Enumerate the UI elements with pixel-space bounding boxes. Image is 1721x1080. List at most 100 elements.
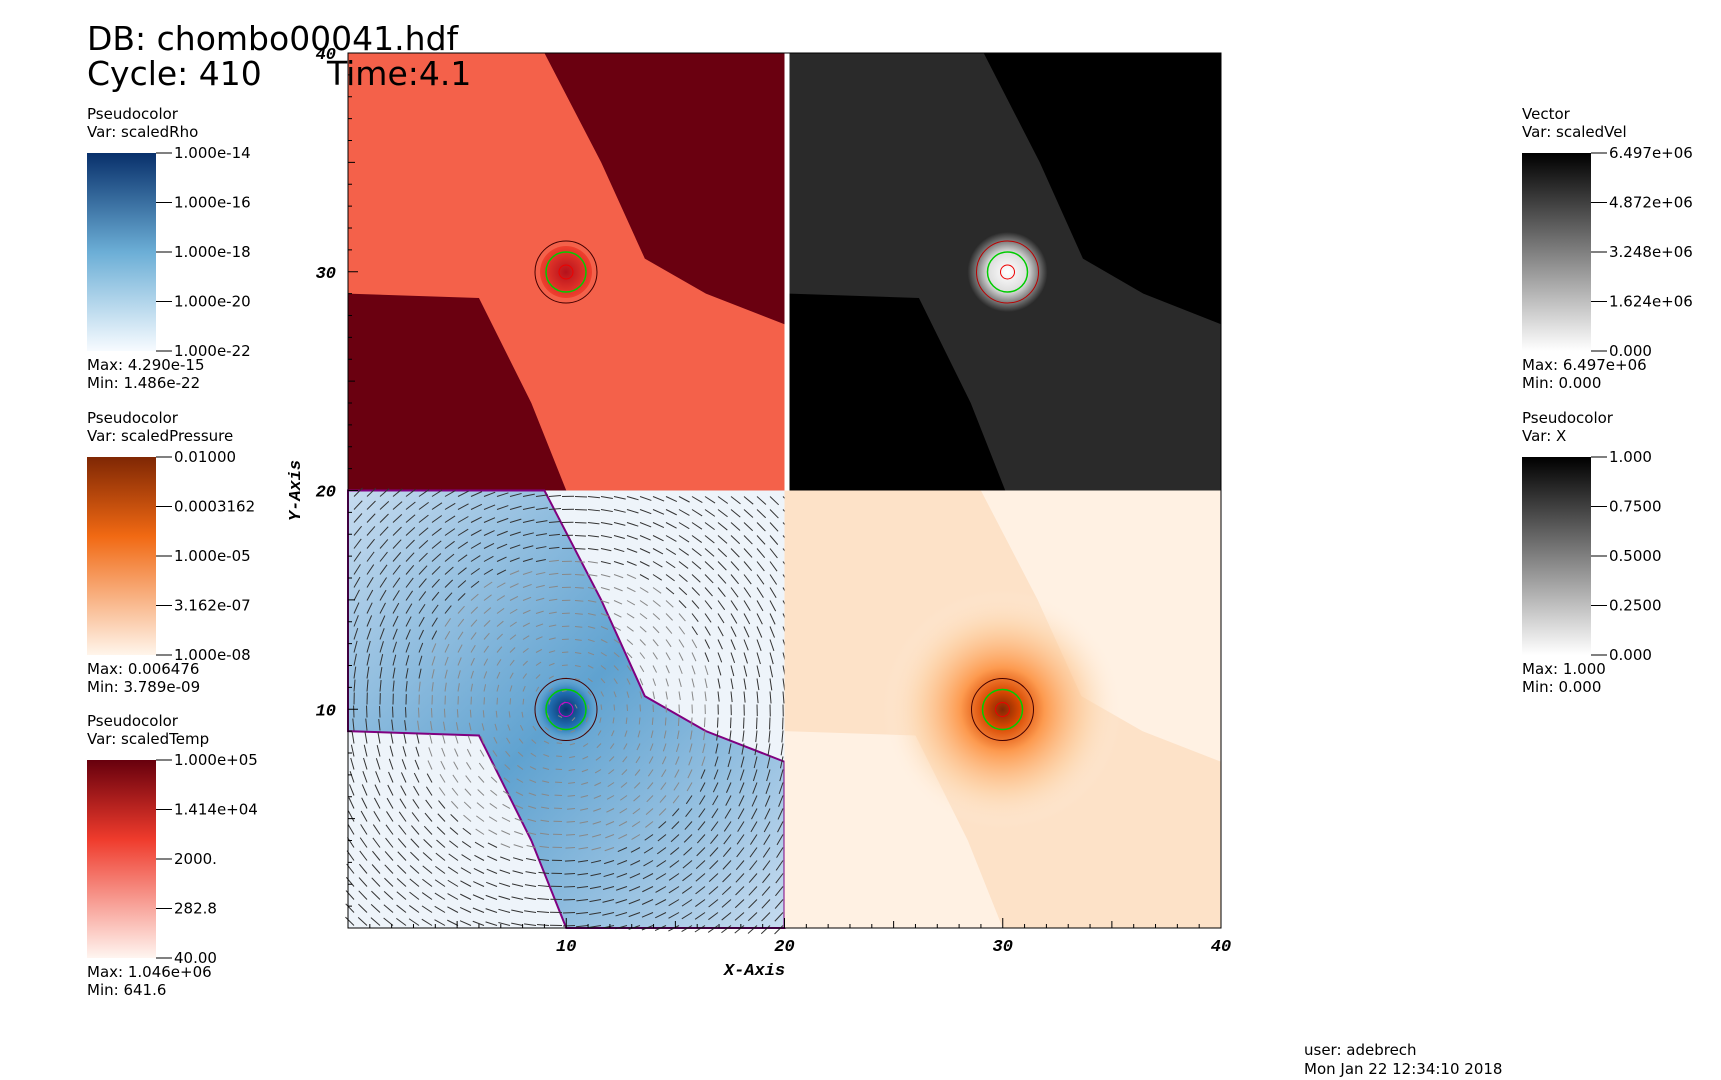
vector-arrow (694, 925, 706, 933)
y-tick-label: 30 (316, 265, 336, 284)
vector-arrow (524, 923, 537, 926)
vector-arrow (461, 841, 472, 848)
y-axis-label: Y-Axis (287, 460, 306, 521)
vector-arrow (616, 873, 628, 878)
vector-arrow (418, 616, 425, 627)
vector-arrow (652, 535, 664, 542)
vector-arrow (613, 626, 622, 631)
vector-arrow (691, 509, 703, 517)
vector-arrow (769, 639, 775, 652)
vector-arrow (413, 785, 420, 796)
vector-arrow (652, 691, 656, 699)
vector-arrow (366, 640, 371, 653)
vector-arrow (775, 860, 784, 871)
vector-arrow (392, 654, 397, 666)
vector-arrow (504, 764, 511, 770)
vector-arrow (505, 750, 511, 757)
sink-outer (534, 678, 598, 741)
vector-arrow (472, 894, 485, 900)
vector-arrow (739, 769, 745, 781)
vector-arrow (655, 873, 667, 881)
vector-arrow (431, 578, 440, 588)
vector-arrow (564, 860, 576, 862)
vector-arrow (743, 522, 754, 532)
vector-arrow (735, 873, 745, 883)
plot-area (345, 53, 1221, 934)
vector-arrow (498, 895, 511, 900)
vector-arrow (768, 730, 771, 743)
vector-arrow (752, 782, 758, 794)
vector-arrow (708, 899, 719, 908)
vector-arrow (447, 879, 459, 887)
vector-arrow (613, 600, 623, 605)
vector-arrow (743, 587, 752, 598)
vector-arrow (540, 819, 550, 822)
vector-arrow (594, 769, 602, 774)
vector-arrow (431, 502, 443, 510)
vector-arrow (502, 803, 511, 809)
vector-arrow (516, 778, 524, 783)
vector-arrow (689, 743, 693, 753)
vector-arrow (392, 501, 403, 510)
vector-arrow (417, 720, 420, 731)
vector-arrow (431, 643, 437, 653)
vector-arrow (396, 891, 407, 900)
vector-arrow (762, 847, 771, 858)
vector-arrow (466, 748, 472, 757)
vector-arrow (691, 587, 701, 596)
vector-arrow (722, 860, 732, 870)
vector-arrow (615, 886, 628, 891)
vector-arrow (674, 769, 680, 778)
vector-arrow (514, 817, 524, 822)
vector-arrow (730, 652, 736, 664)
vector-arrow (501, 817, 511, 822)
vector-arrow (526, 831, 537, 835)
vector-arrow (662, 743, 667, 752)
vector-arrow (691, 652, 697, 662)
vector-arrow (769, 548, 778, 559)
vector-arrow (509, 698, 512, 705)
vector-arrow (486, 881, 498, 887)
vector-arrow (358, 903, 368, 913)
vector-arrow (483, 555, 494, 562)
vector-arrow (351, 731, 355, 744)
vector-arrow (457, 670, 461, 679)
vector-arrow (405, 590, 414, 601)
x-tick-label: 40 (1211, 938, 1231, 957)
legend-tick-label: 0.7500 (1609, 498, 1662, 516)
vector-arrow (730, 639, 736, 650)
vector-arrow (775, 886, 784, 897)
vector-arrow (708, 912, 719, 921)
vector-arrow (743, 613, 751, 625)
core (967, 232, 1048, 312)
vector-arrow (678, 665, 683, 674)
vector-arrow (421, 892, 433, 900)
vector-arrow (531, 739, 537, 744)
vector-arrow (379, 500, 390, 510)
vector-arrow (548, 687, 553, 692)
vector-arrow (422, 865, 433, 874)
vector-arrow (562, 912, 576, 914)
vector-arrow (421, 905, 433, 913)
vector-arrow (717, 561, 727, 571)
legend-tick-label: 3.162e-07 (174, 597, 251, 615)
vector-arrow (750, 821, 758, 833)
vector-arrow (522, 545, 534, 549)
vector-arrow (615, 912, 628, 917)
vector-arrow (438, 787, 446, 796)
vector-arrow (431, 617, 438, 627)
vector-arrow (511, 922, 524, 926)
vector-arrow (600, 613, 609, 617)
legend-tick-label: 0.0003162 (174, 498, 255, 516)
vector-arrow (496, 659, 502, 666)
vector-arrow (776, 847, 784, 858)
vector-arrow (485, 908, 498, 913)
vector-arrow (717, 639, 723, 650)
vector-arrow (435, 865, 446, 874)
vector-arrow (727, 756, 732, 768)
vector-arrow (671, 821, 680, 830)
vector-arrow (418, 501, 429, 510)
vector-arrow (672, 808, 680, 817)
vector-arrow (438, 800, 446, 809)
vector-arrow (649, 743, 654, 751)
